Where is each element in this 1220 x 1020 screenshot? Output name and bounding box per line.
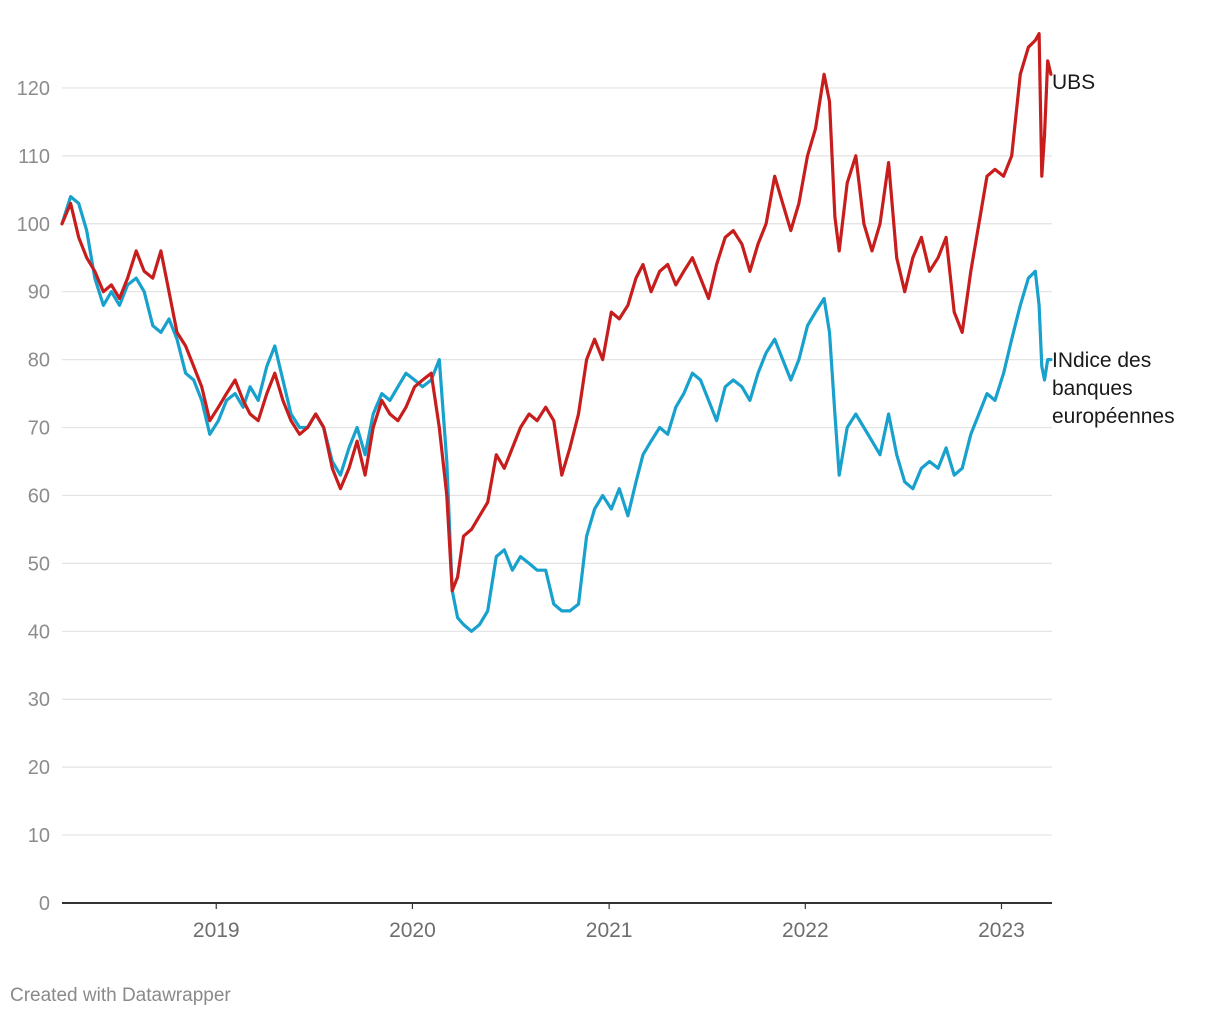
x-tick-label-2021: 2021 (586, 919, 633, 942)
series-lines (60, 32, 1053, 633)
x-tick-label-2019: 2019 (193, 919, 240, 942)
y-tick-label-120: 120 (17, 78, 50, 100)
y-tick-label-110: 110 (18, 146, 50, 168)
series-label-european-banks-index: INdice des banques européennes (1052, 349, 1175, 428)
y-tick-label-50: 50 (28, 553, 50, 575)
y-tick-label-30: 30 (28, 689, 50, 711)
x-tick-label-2022: 2022 (782, 919, 829, 942)
x-axis-tick-labels: 2019 2020 2021 2022 2023 (193, 903, 1025, 942)
y-tick-label-20: 20 (28, 757, 50, 779)
series-line-european-banks-index (60, 195, 1053, 633)
series-label-ubs: UBS (1052, 71, 1095, 94)
y-axis-tick-labels: 0 10 20 30 40 50 60 70 80 90 100 110 120 (17, 78, 50, 915)
gridlines (62, 87, 1052, 836)
series-labels: UBS INdice des banques européennes (1052, 71, 1175, 428)
footer-credit: Created with Datawrapper (10, 985, 231, 1006)
x-tick-label-2023: 2023 (978, 919, 1025, 942)
series-line-ubs (60, 32, 1053, 593)
y-tick-label-10: 10 (28, 825, 50, 847)
y-tick-label-90: 90 (28, 282, 50, 304)
y-tick-label-0: 0 (39, 893, 50, 915)
y-tick-label-40: 40 (28, 621, 50, 643)
y-tick-label-80: 80 (28, 350, 50, 372)
y-tick-label-70: 70 (28, 418, 50, 440)
y-tick-label-60: 60 (28, 485, 50, 507)
y-tick-label-100: 100 (17, 214, 50, 236)
x-tick-label-2020: 2020 (389, 919, 436, 942)
